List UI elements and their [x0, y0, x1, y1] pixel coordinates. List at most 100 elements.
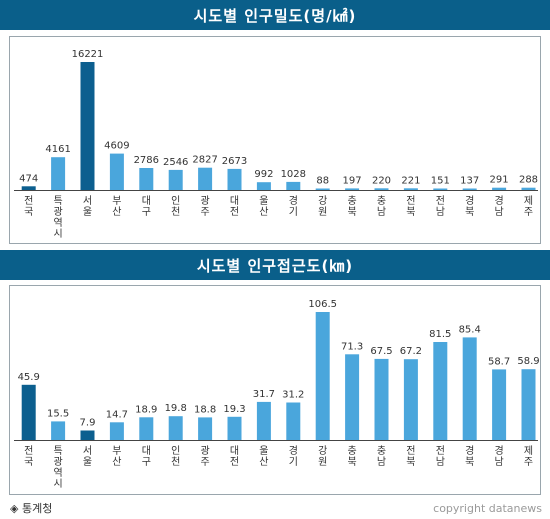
accessibility-category-label-char: 천	[171, 456, 180, 468]
density-bar-인천	[168, 169, 183, 190]
accessibility-value-label: 15.5	[47, 408, 69, 419]
accessibility-value-label: 31.7	[253, 389, 275, 400]
accessibility-category-label-char: 북	[347, 456, 356, 468]
accessibility-bar-충남	[374, 358, 389, 440]
density-value-label: 221	[401, 175, 420, 186]
density-category-label-char: 인	[171, 195, 180, 207]
chart-title-density: 시도별 인구밀도(명/㎢)	[0, 0, 550, 30]
density-category-label-char: 울	[83, 206, 92, 218]
accessibility-value-label: 14.7	[106, 409, 128, 420]
density-bar-chart: 474전국4161특광역시16221서울4609부산2786대구2546인천28…	[14, 49, 538, 240]
accessibility-category-label-char: 경	[289, 444, 298, 457]
accessibility-category-label-char: 남	[377, 456, 386, 468]
accessibility-category-label-char: 기	[289, 456, 298, 468]
accessibility-value-label: 18.8	[194, 404, 216, 415]
accessibility-category-label-char: 충	[377, 445, 386, 457]
density-category-label-char: 주	[200, 207, 209, 218]
accessibility-category-label-char: 전	[406, 445, 415, 457]
density-value-label: 474	[19, 173, 38, 184]
density-bar-대구	[139, 168, 154, 190]
density-value-label: 291	[490, 175, 509, 186]
density-bar-전남	[433, 188, 448, 190]
accessibility-category-label-char: 원	[318, 456, 327, 468]
accessibility-value-label: 67.5	[370, 346, 392, 357]
density-category-label-char: 천	[171, 206, 180, 218]
density-value-label: 4609	[104, 141, 129, 152]
density-bar-광주	[198, 167, 213, 190]
density-bar-부산	[109, 153, 124, 190]
accessibility-category-label-char: 제	[524, 445, 533, 457]
accessibility-category-label-char: 산	[259, 456, 268, 468]
density-chart-panel: 474 전 국 4161 특 광 역 시 16221 서 울 4609 부 산 2786 대 구 2546 인 천 28…	[9, 36, 541, 244]
accessibility-bar-강원	[315, 312, 330, 440]
accessibility-category-label-char: 부	[112, 446, 121, 457]
density-bar-대전	[227, 168, 242, 190]
accessibility-value-label: 85.4	[459, 324, 481, 335]
density-value-label: 137	[460, 176, 479, 187]
density-category-label-char: 산	[112, 206, 121, 218]
accessibility-category-label-char: 울	[259, 445, 268, 457]
chart-title-accessibility: 시도별 인구접근도(㎞)	[0, 250, 550, 280]
accessibility-category-label-char: 특	[53, 445, 62, 457]
accessibility-value-label: 106.5	[308, 299, 337, 310]
density-category-label-char: 부	[112, 196, 121, 207]
density-category-label-char: 충	[377, 195, 386, 207]
accessibility-bar-chart: 45.9전국15.5특광역시7.9서울14.7부산18.9대구19.8인천18.…	[14, 299, 540, 490]
density-category-label-char: 충	[347, 195, 356, 207]
density-value-label: 197	[343, 175, 362, 186]
accessibility-bar-부산	[109, 422, 124, 440]
accessibility-category-label-char: 국	[24, 456, 33, 468]
density-value-label: 2827	[192, 155, 217, 166]
density-bar-강원	[315, 188, 330, 190]
accessibility-value-label: 81.5	[429, 329, 451, 340]
accessibility-category-label-char: 충	[347, 445, 356, 457]
density-value-label: 2673	[222, 156, 247, 167]
accessibility-bar-경기	[286, 402, 301, 440]
density-category-label-char: 대	[230, 195, 239, 207]
accessibility-category-label-char: 산	[112, 456, 121, 468]
density-value-label: 151	[431, 176, 450, 187]
density-category-label-char: 울	[259, 195, 268, 207]
density-category-label-char: 제	[524, 195, 533, 207]
density-category-label-char: 산	[259, 206, 268, 218]
accessibility-value-label: 31.2	[282, 390, 304, 401]
density-value-label: 1028	[281, 169, 306, 180]
density-category-label-char: 북	[406, 206, 415, 218]
density-bar-경기	[286, 181, 301, 190]
density-value-label: 88	[316, 176, 329, 187]
density-bar-울산	[256, 182, 271, 190]
accessibility-category-label-char: 인	[171, 445, 180, 457]
density-category-label-char: 북	[347, 206, 356, 218]
density-category-label-char: 경	[465, 194, 474, 207]
density-category-label-char: 원	[318, 206, 327, 218]
accessibility-category-label-char: 구	[142, 457, 151, 468]
density-category-label-char: 남	[494, 206, 503, 218]
accessibility-bar-전북	[403, 359, 418, 440]
density-bar-전국	[21, 186, 36, 190]
accessibility-value-label: 18.9	[135, 404, 157, 415]
density-value-label: 288	[519, 175, 538, 186]
accessibility-category-label-char: 전	[24, 445, 33, 457]
density-category-label-char: 광	[200, 195, 209, 207]
density-bar-전북	[403, 188, 418, 190]
accessibility-bar-대전	[227, 416, 242, 440]
accessibility-category-label-char: 남	[494, 456, 503, 468]
accessibility-category-label-char: 강	[318, 445, 327, 457]
density-bar-경북	[462, 188, 477, 190]
accessibility-category-label-char: 경	[465, 444, 474, 457]
density-value-label: 2786	[134, 155, 159, 166]
accessibility-category-label-char: 전	[230, 456, 239, 468]
density-category-label-char: 시	[53, 228, 62, 240]
density-category-label-char: 전	[406, 195, 415, 207]
density-category-label-char: 북	[465, 206, 474, 218]
accessibility-bar-대구	[139, 417, 154, 440]
accessibility-category-label-char: 주	[524, 457, 533, 468]
accessibility-category-label-char: 전	[436, 445, 445, 457]
accessibility-category-label-char: 주	[200, 457, 209, 468]
accessibility-category-label-char: 대	[230, 445, 239, 457]
accessibility-bar-제주	[521, 369, 536, 440]
density-category-label-char: 대	[142, 195, 151, 207]
density-bar-충북	[345, 188, 360, 190]
accessibility-category-label-char: 광	[200, 445, 209, 457]
accessibility-value-label: 58.9	[517, 356, 539, 367]
